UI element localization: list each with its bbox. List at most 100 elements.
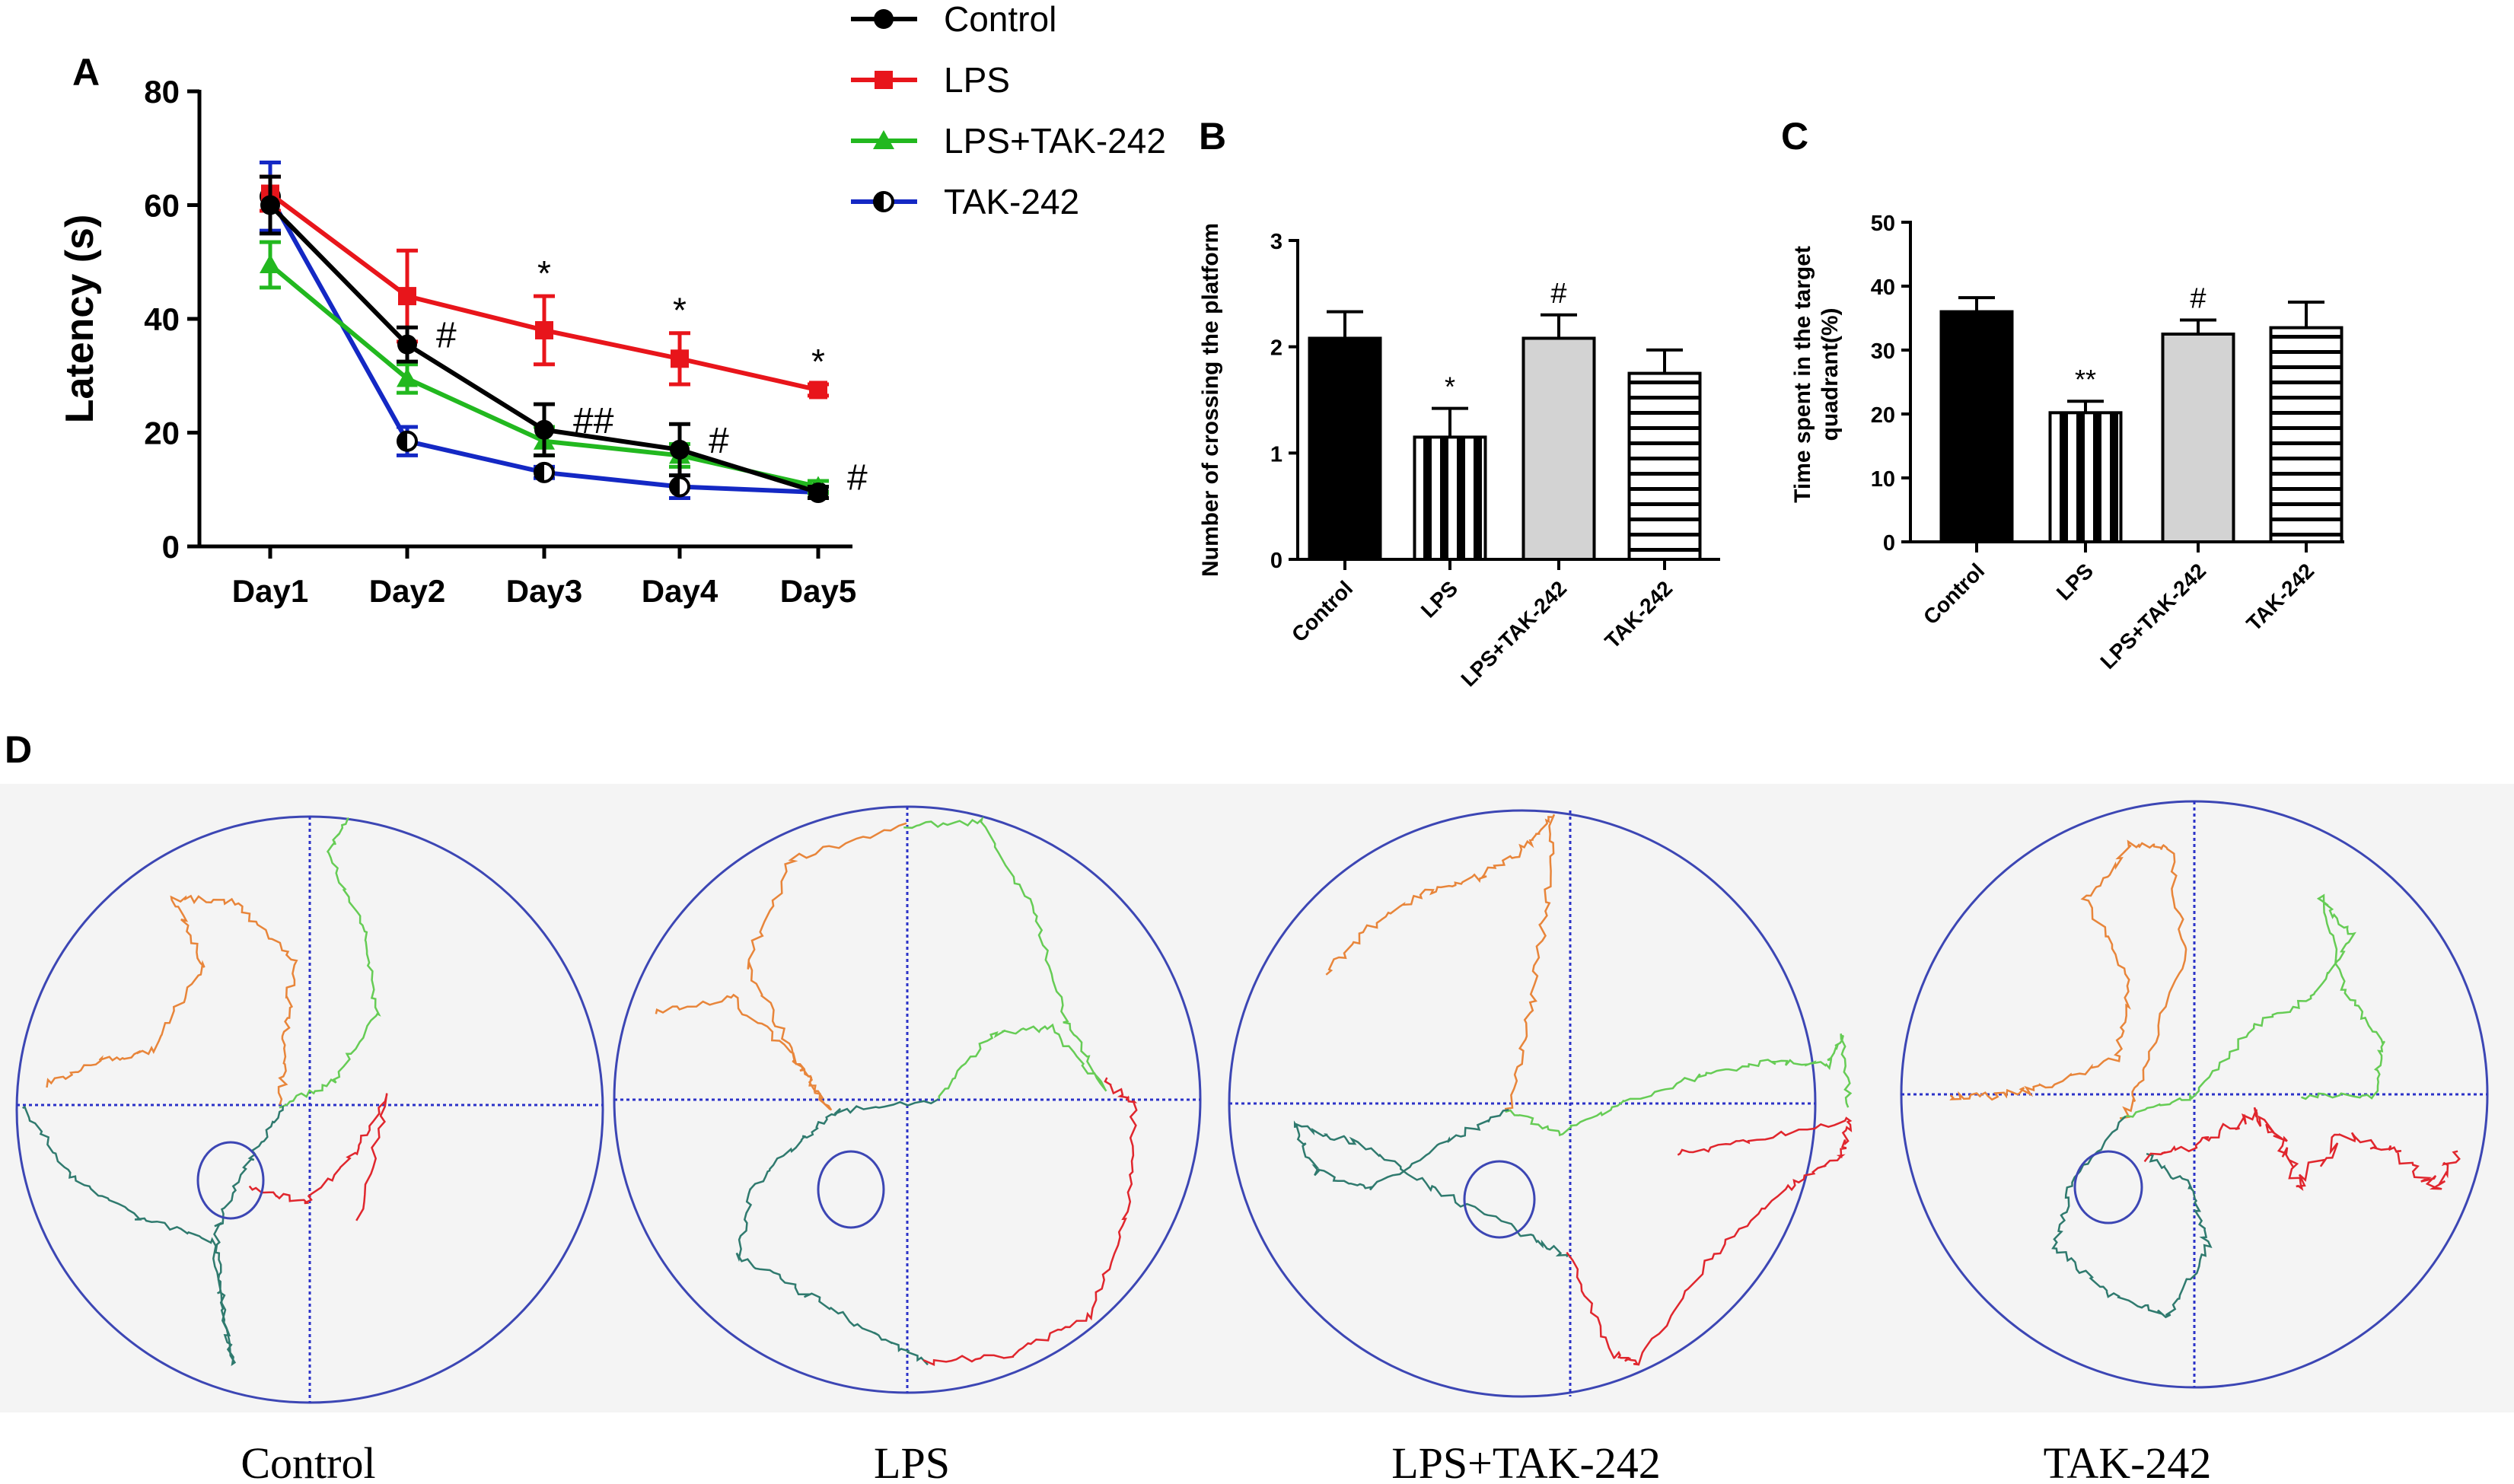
a-annotation-star: *	[811, 342, 825, 381]
c-y-tick-label: 50	[1871, 212, 1895, 236]
b-y-tick-label: 0	[1270, 549, 1282, 573]
swim-path-red	[922, 1077, 1138, 1366]
pool-label-lps-tak242: LPS+TAK-242	[1391, 1438, 1661, 1484]
a-x-tick-label: Day1	[232, 573, 308, 609]
swim-path-red	[248, 1093, 388, 1221]
b-bar-tak-242	[1627, 371, 1702, 562]
a-y-tick-label: 20	[144, 416, 180, 451]
panel-label-b: B	[1199, 115, 1226, 158]
legend-label: TAK-242	[944, 182, 1079, 221]
a-x-tick-label: Day5	[780, 573, 856, 609]
platform-location	[817, 1150, 885, 1229]
b-x-tick-label: TAK-242	[1600, 576, 1677, 653]
swim-path-teal	[2051, 1115, 2213, 1319]
swim-path-red	[1566, 1116, 1853, 1366]
swim-path-orange	[655, 822, 907, 1111]
a-point-lps	[535, 320, 553, 339]
a-annotation-hash: ##	[573, 401, 614, 441]
b-x-tick-label: Control	[1287, 576, 1357, 646]
c-y-tick-label: 40	[1871, 275, 1895, 300]
b-x-tick-label: LPS	[1416, 576, 1462, 622]
b-annotation: #	[1550, 278, 1566, 310]
swim-path-green	[279, 817, 381, 1109]
a-annotation-star: *	[673, 291, 687, 330]
c-x-tick-label: Control	[1919, 559, 1989, 629]
panel-a-legend: Control LPS LPS+TAK-242 TAK-242	[851, 0, 1166, 221]
swim-path-orange	[1949, 839, 2187, 1119]
a-point-control	[397, 334, 417, 355]
swim-path-teal	[1293, 1109, 1569, 1257]
c-x-tick-label: TAK-242	[2242, 559, 2318, 635]
a-point-tak-242-half	[671, 477, 680, 496]
b-y-tick-label: 2	[1270, 336, 1282, 361]
b-bar-lps	[1413, 435, 1487, 562]
c-annotation: #	[2190, 283, 2206, 315]
a-point-tak-242-half	[535, 463, 544, 482]
a-x-tick-label: Day4	[642, 573, 719, 609]
legend-item-control: Control	[851, 0, 1056, 39]
c-y-tick-label: 20	[1871, 403, 1895, 428]
legend-label: Control	[944, 0, 1056, 39]
a-point-lps-tak-242	[260, 253, 281, 273]
a-point-control	[260, 195, 280, 215]
a-point-lps	[398, 287, 416, 306]
swim-path-teal	[22, 1105, 284, 1367]
platform-location	[196, 1141, 265, 1220]
c-annotation: **	[2075, 364, 2096, 395]
panel-a-latency-chart: 0 20 40 60 80 Day1 Day2 Day3 Day4 Day5 Latency (s)…	[58, 74, 868, 609]
a-x-tick-label: Day2	[369, 573, 445, 609]
a-y-tick-label: 60	[144, 188, 180, 224]
swim-path-red	[2143, 1107, 2461, 1192]
c-x-tick-label: LPS	[2052, 559, 2098, 604]
a-annotation-hash: #	[436, 316, 457, 356]
a-point-control	[534, 419, 554, 440]
c-bar-control	[1939, 310, 2014, 543]
b-bar-control	[1308, 336, 1382, 561]
a-point-lps	[671, 349, 689, 368]
pool-lps-tak242	[1228, 809, 1853, 1398]
pool-tak242	[1900, 800, 2489, 1389]
pool-label-control: Control	[241, 1438, 375, 1484]
panel-d-swim-paths: Control LPS LPS+TAK-242 TAK-242	[0, 784, 2514, 1484]
legend-item-lps-tak-242: LPS+TAK-242	[851, 121, 1166, 161]
b-y-tick-label: 1	[1270, 442, 1282, 467]
c-bar-lps-tak-242	[2161, 333, 2235, 543]
b-x-tick-label: LPS+TAK-242	[1456, 576, 1571, 691]
c-y-tick-label: 30	[1871, 339, 1895, 364]
swim-path-green	[903, 816, 1107, 1100]
legend-marker	[873, 130, 894, 149]
swim-path-teal	[735, 1098, 938, 1366]
a-point-tak-242-half	[398, 432, 407, 451]
pool-label-tak242: TAK-242	[2044, 1438, 2212, 1484]
b-bar-lps-tak-242	[1521, 336, 1596, 561]
legend-label: LPS+TAK-242	[944, 121, 1166, 161]
a-annotation-hash: #	[709, 421, 729, 461]
legend-item-lps: LPS	[851, 60, 1010, 100]
legend-marker	[874, 9, 894, 29]
panel-c-quadrant-chart: 0 10 20 30 40 50 Control LPS ** LPS+TAK-242 # TAK-2…	[1790, 212, 2344, 674]
c-y-axis-title: quadrant(%)	[1818, 308, 1843, 441]
c-y-axis-title: Time spent in the target	[1790, 246, 1815, 503]
b-y-tick-label: 3	[1270, 230, 1282, 254]
b-y-axis-title: Number of crossing the platform	[1198, 223, 1223, 577]
swim-path-green	[1505, 1033, 1853, 1137]
panel-d-background	[0, 784, 2514, 1412]
pool-label-lps: LPS	[874, 1438, 950, 1484]
c-y-tick-label: 0	[1883, 531, 1895, 556]
legend-item-tak-242: TAK-242	[851, 182, 1079, 221]
a-annotation-star: *	[537, 253, 551, 293]
a-point-lps	[809, 381, 827, 400]
c-y-tick-label: 10	[1871, 467, 1895, 492]
a-y-axis-title: Latency (s)	[58, 215, 102, 424]
panel-b-crossing-chart: 0 1 2 3 Control LPS * LPS+TAK-242 # TAK-242 Number…	[1198, 223, 1720, 691]
a-point-control	[808, 482, 828, 502]
a-annotation-hash: #	[847, 458, 868, 498]
platform-location	[1463, 1160, 1536, 1239]
a-y-tick-label: 0	[162, 529, 180, 565]
a-x-tick-label: Day3	[506, 573, 582, 609]
b-annotation: *	[1445, 371, 1455, 403]
legend-marker	[875, 71, 893, 89]
panel-label-a: A	[72, 51, 100, 94]
a-point-lps-tak-242	[397, 368, 418, 387]
